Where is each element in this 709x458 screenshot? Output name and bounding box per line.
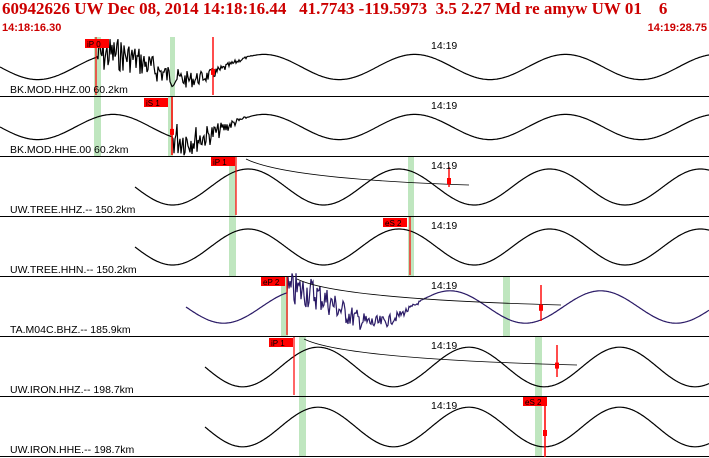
arrival-marker-head xyxy=(447,178,451,184)
time-tick-label: 14:19 xyxy=(431,400,457,412)
trace-panel[interactable]: eP 2 14:19 TA.M04C.BHZ.-- 185.9km xyxy=(0,273,709,337)
phase-window xyxy=(229,217,236,277)
pick-marker[interactable] xyxy=(144,98,168,107)
channel-label: TA.M04C.BHZ.-- 185.9km xyxy=(10,324,131,336)
phase-window xyxy=(535,337,542,397)
waveform xyxy=(134,168,709,206)
window-end-time: 14:19:28.75 xyxy=(647,22,707,34)
trace-panel[interactable]: iS 1 14:19 BK.MOD.HHE.00 60.2km xyxy=(0,97,709,157)
phase-window xyxy=(503,277,510,337)
phase-window xyxy=(408,217,414,277)
waveform xyxy=(185,273,709,330)
travel-time-curve xyxy=(245,158,470,186)
trace-panel[interactable]: iP 0 14:19 BK.MOD.HHZ.00 60.2km xyxy=(0,37,709,97)
arrival-marker-head xyxy=(170,128,174,135)
pick-label: iP 1 xyxy=(271,339,285,348)
seismogram-panel[interactable]: iP 0 14:19 BK.MOD.HHZ.00 60.2km iS 1 14:19 BK… xyxy=(0,37,709,458)
pick-label: iS 1 xyxy=(146,99,160,108)
waveform xyxy=(0,39,709,88)
pick-label: iP 0 xyxy=(87,40,101,49)
event-header: 60942626 UW Dec 08, 2014 14:18:16.44 41.… xyxy=(0,0,709,37)
arrival-marker-head xyxy=(555,362,559,369)
channel-label: BK.MOD.HHE.00 60.2km xyxy=(10,144,129,156)
channel-label: BK.MOD.HHZ.00 60.2km xyxy=(10,84,128,96)
phase-window xyxy=(168,97,173,157)
phase-window xyxy=(535,397,542,457)
channel-label: UW.TREE.HHN.-- 150.2km xyxy=(10,264,137,276)
phase-window xyxy=(299,337,306,397)
time-tick-label: 14:19 xyxy=(431,340,457,352)
waveform xyxy=(0,113,709,156)
phase-window xyxy=(408,157,414,217)
trace-panel[interactable]: eS 2 14:19 UW.TREE.HHN.-- 150.2km xyxy=(0,217,709,277)
pick-label: iP 1 xyxy=(213,158,227,167)
phase-window xyxy=(281,277,288,337)
pick-label: eS 2 xyxy=(385,219,402,228)
pick-marker[interactable] xyxy=(85,39,109,48)
arrival-marker-head xyxy=(543,430,547,436)
channel-label: UW.IRON.HHE.-- 198.7km xyxy=(10,444,135,456)
pick-label: eP 2 xyxy=(263,278,280,287)
phase-window xyxy=(229,157,236,217)
time-tick-label: 14:19 xyxy=(431,160,457,172)
time-tick-label: 14:19 xyxy=(431,40,457,52)
channel-label: UW.TREE.HHZ.-- 150.2km xyxy=(10,204,136,216)
phase-window xyxy=(299,397,306,457)
waveform xyxy=(134,228,709,266)
window-start-time: 14:18:16.30 xyxy=(2,22,62,34)
trace-panel[interactable]: iP 1 14:19 UW.IRON.HHZ.-- 198.7km xyxy=(0,337,709,397)
time-tick-label: 14:19 xyxy=(431,220,457,232)
time-tick-label: 14:19 xyxy=(431,280,457,292)
phase-window xyxy=(170,37,175,97)
channel-label: UW.IRON.HHZ.-- 198.7km xyxy=(10,384,134,396)
arrival-marker-head xyxy=(211,68,215,75)
travel-time-curve xyxy=(296,278,562,306)
time-tick-label: 14:19 xyxy=(431,100,457,112)
pick-marker[interactable] xyxy=(269,338,293,347)
pick-marker[interactable] xyxy=(261,277,285,286)
pick-marker[interactable] xyxy=(211,157,235,166)
trace-panel[interactable]: eS 2 14:19 UW.IRON.HHE.-- 198.7km xyxy=(0,397,709,457)
travel-time-curve xyxy=(303,338,578,366)
phase-window xyxy=(94,97,101,157)
trace-panel[interactable]: iP 1 14:19 UW.TREE.HHZ.-- 150.2km xyxy=(0,157,709,217)
phase-window xyxy=(94,37,101,97)
arrival-marker-head xyxy=(539,304,543,311)
pick-marker[interactable] xyxy=(383,218,407,227)
pick-marker[interactable] xyxy=(523,397,547,406)
event-title: 60942626 UW Dec 08, 2014 14:18:16.44 41.… xyxy=(2,0,668,18)
pick-label: eS 2 xyxy=(525,398,542,407)
waveform xyxy=(204,346,709,388)
waveform xyxy=(204,406,709,448)
